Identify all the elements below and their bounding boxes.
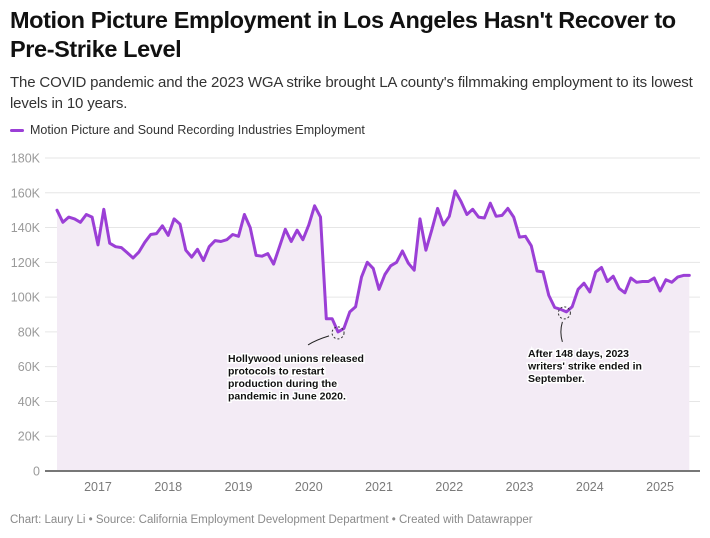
legend-label: Motion Picture and Sound Recording Indus… [30,123,365,137]
y-tick-label: 180K [11,152,41,166]
annotation-text: production during the [228,378,337,390]
y-tick-label: 140K [11,221,41,235]
x-tick-label: 2024 [576,480,604,494]
annotation-text: writers' strike ended in [527,361,642,373]
y-tick-label: 0 [33,465,40,479]
annotation-highlight [331,326,345,340]
y-tick-label: 60K [18,360,41,374]
x-tick-label: 2021 [365,480,393,494]
annotation-text: protocols to restart [228,366,325,378]
series-line [55,189,691,334]
x-tick-label: 2017 [84,480,112,494]
chart-subtitle: The COVID pandemic and the 2023 WGA stri… [10,74,693,112]
x-tick-label: 2022 [435,480,463,494]
x-tick-label: 2019 [225,480,253,494]
y-tick-label: 20K [18,430,41,444]
y-tick-label: 160K [11,186,41,200]
annotation-text: pandemic in June 2020. [228,391,346,403]
y-tick-label: 80K [18,325,41,339]
legend: Motion Picture and Sound Recording Indus… [10,121,365,139]
y-tick-label: 40K [18,395,41,409]
area-fill [57,191,690,471]
annotation-highlight [557,306,571,320]
x-tick-label: 2025 [646,480,674,494]
y-tick-label: 100K [11,291,41,305]
x-tick-label: 2018 [154,480,182,494]
x-tick-label: 2020 [295,480,323,494]
y-axis: 0 20K 40K 60K 80K 100K 120K 140K 160K 180K [11,152,41,479]
legend-swatch [10,128,24,132]
annotation-connector [560,321,563,343]
annotation-text: September. [528,373,585,385]
x-tick-label: 2023 [506,480,534,494]
chart-title: Motion Picture Employment in Los Angeles… [10,7,676,62]
x-axis: 2017 2018 2019 2020 2021 2022 2023 2024 2025 [84,480,674,494]
annotation-text: Hollywood unions released [228,353,364,365]
annotation-text: After 148 days, 2023 [528,348,629,360]
annotation-connector [307,335,330,346]
y-tick-label: 120K [11,256,41,270]
chart-footer: Chart: Laury Li • Source: California Emp… [10,514,533,526]
